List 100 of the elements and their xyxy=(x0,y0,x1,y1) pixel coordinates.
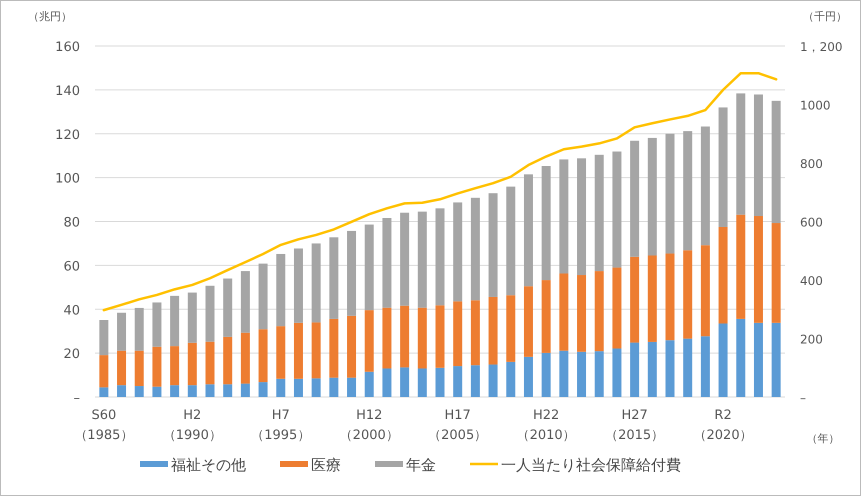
x-tick-label: R2 （2020） xyxy=(694,408,753,443)
bar xyxy=(683,338,692,397)
bar xyxy=(347,378,356,397)
bar xyxy=(453,366,462,397)
x-tick-label: H2 （1990） xyxy=(162,408,222,443)
bar xyxy=(188,292,197,343)
y-tick-label: 140 xyxy=(55,84,80,99)
bar xyxy=(524,174,533,286)
bar xyxy=(240,332,250,384)
bar xyxy=(400,367,410,397)
bar xyxy=(754,322,763,397)
bar xyxy=(400,212,410,306)
bar xyxy=(577,352,586,397)
bar xyxy=(542,166,551,280)
bar xyxy=(559,273,568,351)
bar xyxy=(152,386,162,397)
bar xyxy=(418,212,427,308)
x-tick-label: H27 （2015） xyxy=(605,408,664,443)
y-tick-label: – xyxy=(74,391,80,406)
bar xyxy=(206,286,214,342)
y-tick-label: 80 xyxy=(63,216,80,230)
bar xyxy=(134,350,144,386)
bar xyxy=(170,385,180,397)
bar xyxy=(382,218,392,308)
bar xyxy=(276,254,286,326)
bar xyxy=(329,378,338,397)
bar xyxy=(754,216,763,323)
bar xyxy=(488,193,498,297)
y-axis-title: （兆円） xyxy=(28,10,72,23)
y2-axis-title: （千円） xyxy=(803,10,847,23)
bar xyxy=(577,158,586,276)
bar xyxy=(772,322,781,397)
y-tick-label: 20 xyxy=(63,347,80,362)
bar xyxy=(506,186,516,296)
y-tick-label: 160 xyxy=(55,40,80,55)
bar xyxy=(294,248,303,323)
bar xyxy=(206,384,214,397)
bar xyxy=(612,152,622,268)
bar xyxy=(754,94,763,216)
bar xyxy=(382,368,392,397)
bar xyxy=(700,126,710,246)
bar xyxy=(188,342,197,386)
bar xyxy=(648,138,657,256)
bar xyxy=(329,318,338,378)
bar xyxy=(134,386,144,397)
bar xyxy=(630,140,640,257)
bar xyxy=(364,224,374,310)
bar xyxy=(700,245,710,336)
bar xyxy=(152,346,162,387)
bar xyxy=(364,310,374,372)
bar xyxy=(347,230,356,316)
y2-tick-label: 600 xyxy=(800,216,823,230)
bar xyxy=(542,352,551,397)
bar xyxy=(223,336,232,384)
bar xyxy=(666,254,674,340)
bar xyxy=(400,306,410,368)
bar xyxy=(559,350,568,397)
bar xyxy=(630,342,640,397)
bar xyxy=(470,365,480,397)
bar xyxy=(258,329,268,382)
bar xyxy=(470,300,480,366)
bar xyxy=(117,350,126,386)
bar xyxy=(117,312,126,351)
bar xyxy=(258,382,268,397)
bar xyxy=(152,302,162,347)
legend-label: 年金 xyxy=(406,456,436,474)
bar xyxy=(772,223,781,323)
y2-tick-label: 400 xyxy=(800,274,823,288)
bar xyxy=(436,305,444,368)
bar xyxy=(683,131,692,250)
bar xyxy=(736,318,746,397)
y-tick-label: 60 xyxy=(63,259,80,274)
bar xyxy=(99,320,108,356)
bar xyxy=(418,308,427,368)
bar xyxy=(648,342,657,397)
bar xyxy=(559,159,568,274)
bar xyxy=(736,214,746,319)
bar xyxy=(648,256,657,342)
bar xyxy=(276,326,286,379)
bar xyxy=(223,384,232,397)
y2-tick-label: – xyxy=(800,391,806,405)
bar xyxy=(312,322,321,378)
legend-label: 福祉その他 xyxy=(171,456,246,474)
bar xyxy=(612,348,622,397)
x-tick-label: S60 （1985） xyxy=(74,408,134,443)
bar xyxy=(666,340,674,397)
y2-tick-label: 200 xyxy=(800,332,823,346)
bar xyxy=(364,372,374,397)
bar xyxy=(524,286,533,357)
y2-tick-label: 800 xyxy=(800,157,823,171)
bar xyxy=(700,336,710,397)
bar xyxy=(524,356,533,397)
bar xyxy=(276,378,286,397)
bar xyxy=(170,346,180,386)
bar xyxy=(470,198,480,300)
bar xyxy=(772,100,781,224)
legend-label: 医療 xyxy=(311,456,341,474)
bar xyxy=(347,316,356,378)
bar xyxy=(294,322,303,379)
bar xyxy=(294,378,303,397)
